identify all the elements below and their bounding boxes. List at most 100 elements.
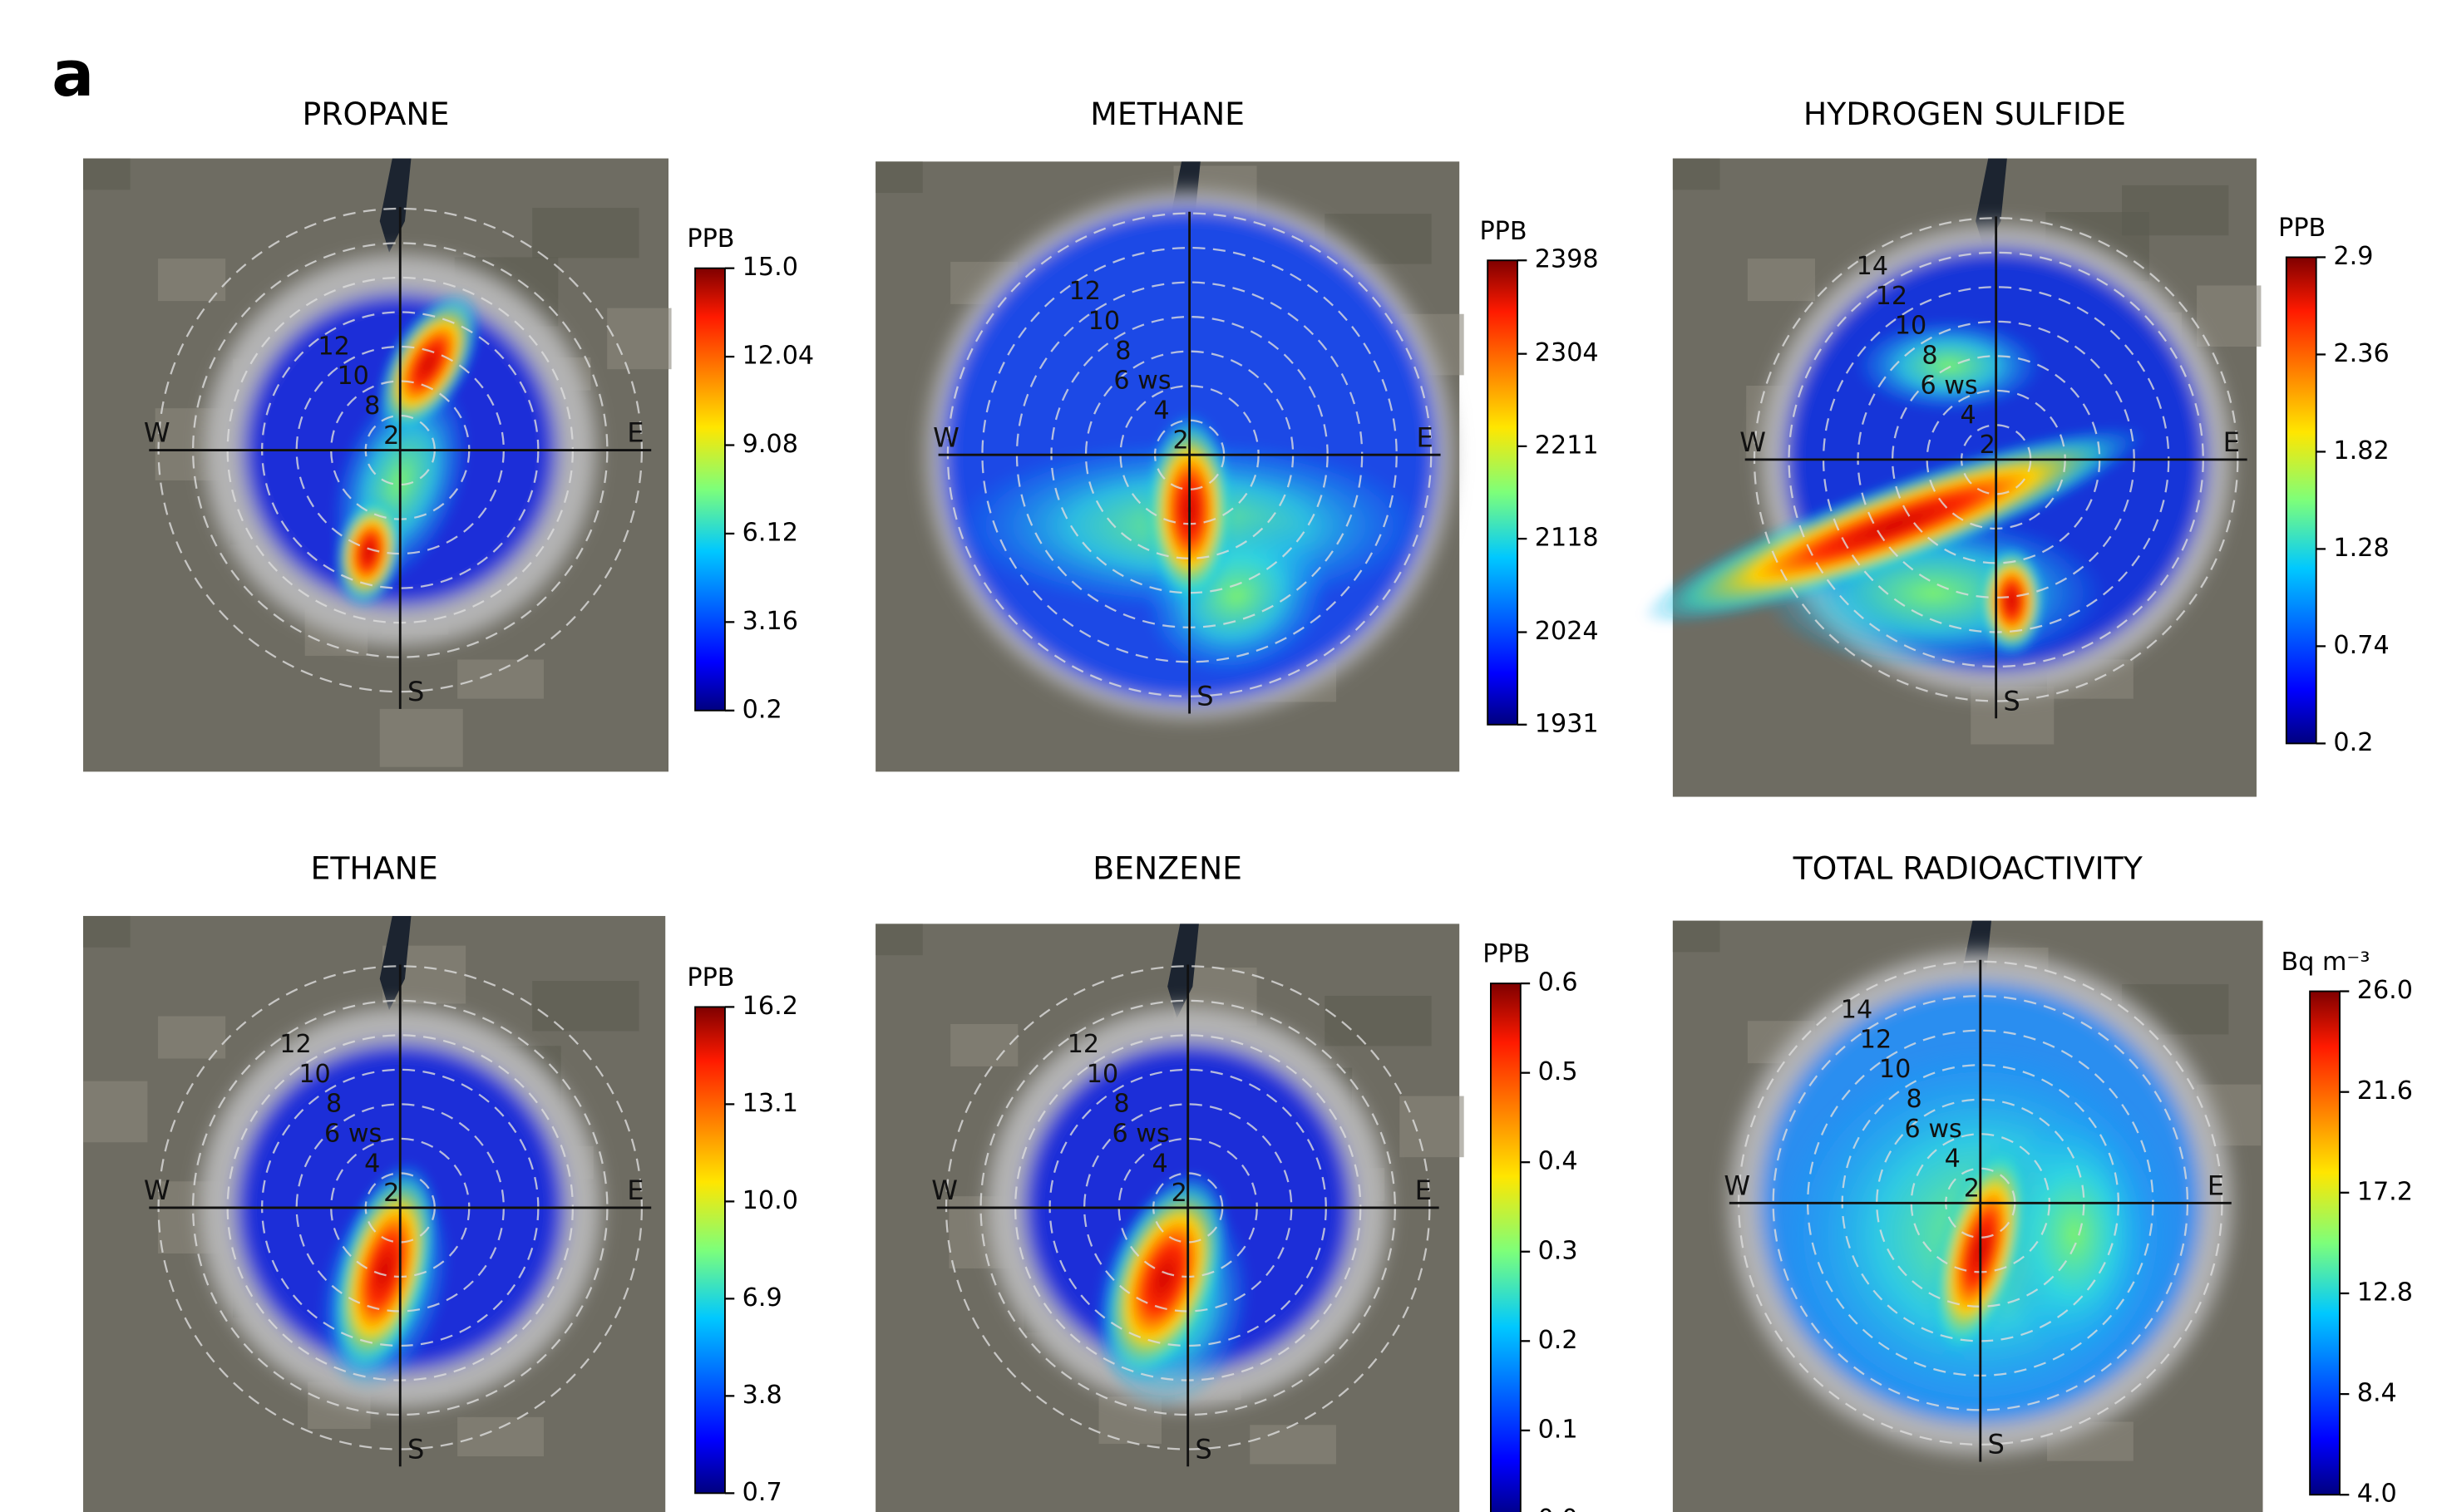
colorbar-tick-label: 1931	[1535, 709, 1599, 738]
colorbar-tick-label: 9.08	[742, 430, 798, 459]
colorbar-tick-label: 0.2	[742, 695, 782, 724]
ring-label: 10	[337, 362, 368, 391]
compass-label: W	[1739, 426, 1766, 458]
ring-label: 8	[364, 392, 380, 421]
colorbar-tick-label: 8.4	[2357, 1379, 2397, 1408]
ring-label: 4	[1945, 1145, 1961, 1174]
map-block	[532, 981, 639, 1031]
ring-label: 12	[1069, 277, 1101, 306]
map-block	[876, 923, 923, 955]
ring-label: 14	[1857, 252, 1888, 281]
ring-label: 2	[1172, 1179, 1187, 1208]
colorbar-label: PPB	[687, 224, 734, 254]
ring-label: 4	[364, 1149, 380, 1178]
colorbar-tick-label: 12.8	[2357, 1278, 2413, 1307]
colorbar-tick-label: 12.04	[742, 342, 814, 371]
ring-label: 12	[1068, 1030, 1099, 1059]
colorbar	[2287, 257, 2316, 743]
compass-label: E	[2208, 1170, 2224, 1201]
colorbar-tick-label: 6.12	[742, 518, 798, 547]
compass-label: W	[144, 1175, 170, 1206]
colorbar	[695, 1007, 725, 1493]
ring-label: 10	[298, 1060, 330, 1089]
map-block	[876, 161, 923, 193]
colorbar-tick-label: 2304	[1535, 338, 1599, 367]
colorbar-tick-label: 6.9	[742, 1283, 782, 1313]
colorbar-tick-label: 0.5	[1538, 1057, 1578, 1086]
colorbar-tick-label: 0.1	[1538, 1415, 1578, 1444]
compass-label: W	[933, 421, 960, 453]
colorbar-label: PPB	[687, 963, 734, 992]
colorbar-tick-label: 0.2	[1538, 1326, 1578, 1355]
colorbar-tick-label: 2398	[1535, 245, 1599, 274]
colorbar	[695, 268, 725, 711]
ring-label: 4	[1152, 1149, 1168, 1178]
map-block	[1673, 159, 1720, 190]
colorbar-tick-label: 0.2	[2333, 728, 2373, 757]
ring-label: 8	[1113, 1090, 1129, 1119]
colorbar-tick-label: 2.9	[2333, 242, 2373, 271]
compass-label: S	[1196, 681, 1213, 712]
colorbar-tick-label: 2024	[1535, 617, 1599, 646]
ring-label: 6 ws	[1113, 367, 1171, 396]
compass-label: W	[1724, 1170, 1750, 1201]
ring-label: 2	[383, 1179, 399, 1208]
map-block	[1250, 1425, 1336, 1464]
compass-label: S	[407, 1433, 424, 1465]
chart-title: METHANE	[1090, 96, 1245, 132]
colorbar-tick-label: 2211	[1535, 431, 1599, 460]
colorbar-tick-label: 3.8	[742, 1381, 782, 1410]
map-block	[1399, 1096, 1463, 1158]
ring-label: 14	[1841, 995, 1872, 1024]
colorbar-tick-label: 3.16	[742, 607, 798, 636]
ring-label: 12	[318, 332, 349, 361]
chart-title: ETHANE	[311, 850, 438, 887]
colorbar-tick-label: 10.0	[742, 1186, 798, 1215]
ring-label: 4	[1153, 396, 1169, 426]
ring-label: 8	[1115, 337, 1131, 366]
ring-label: 12	[1876, 282, 1907, 311]
ring-label: 8	[326, 1090, 342, 1119]
map-block	[1325, 996, 1431, 1046]
colorbar-label: PPB	[2278, 214, 2326, 243]
map-block	[457, 1417, 544, 1456]
compass-label: W	[931, 1175, 958, 1206]
colorbar-label: PPB	[1482, 940, 1530, 969]
ring-label: 2	[1964, 1174, 1980, 1203]
colorbar-tick-label: 1.28	[2333, 534, 2389, 563]
ring-label: 10	[1087, 1060, 1118, 1089]
compass-label: E	[1415, 1175, 1432, 1206]
compass-label: E	[1417, 421, 1433, 453]
ring-label: 10	[1879, 1055, 1911, 1084]
compass-label: E	[2223, 426, 2240, 458]
map-block	[83, 159, 131, 190]
compass-label: E	[627, 417, 644, 449]
compass-label: W	[144, 417, 170, 449]
colorbar-tick-label: 0.0	[1538, 1505, 1578, 1512]
map-block	[607, 308, 671, 370]
ring-label: 10	[1895, 312, 1926, 341]
colorbar-tick-label: 0.3	[1538, 1236, 1578, 1265]
colorbar-tick-label: 0.7	[742, 1478, 782, 1507]
ring-label: 2	[383, 421, 399, 451]
chart-title: HYDROGEN SULFIDE	[1803, 96, 2126, 132]
ring-label: 6 ws	[1112, 1119, 1169, 1148]
chart-title: TOTAL RADIOACTIVITY	[1793, 850, 2143, 887]
colorbar-tick-label: 13.1	[742, 1089, 798, 1118]
compass-label: E	[627, 1175, 644, 1206]
colorbar-tick-label: 0.6	[1538, 968, 1578, 997]
ring-label: 6 ws	[324, 1119, 382, 1148]
ring-label: 10	[1088, 307, 1120, 336]
ring-label: 12	[1860, 1025, 1892, 1054]
ring-label: 8	[1921, 342, 1937, 371]
colorbar	[1491, 983, 1521, 1512]
map-block	[2197, 285, 2261, 347]
compass-label: S	[1987, 1429, 2004, 1460]
compass-label: S	[407, 676, 424, 707]
map-block	[83, 1081, 147, 1143]
map-block	[1748, 259, 1815, 301]
colorbar-label: Bq m⁻³	[2282, 948, 2370, 977]
ring-label: 4	[1961, 401, 1976, 430]
colorbar	[2310, 992, 2340, 1495]
ring-label: 2	[1980, 431, 1995, 460]
